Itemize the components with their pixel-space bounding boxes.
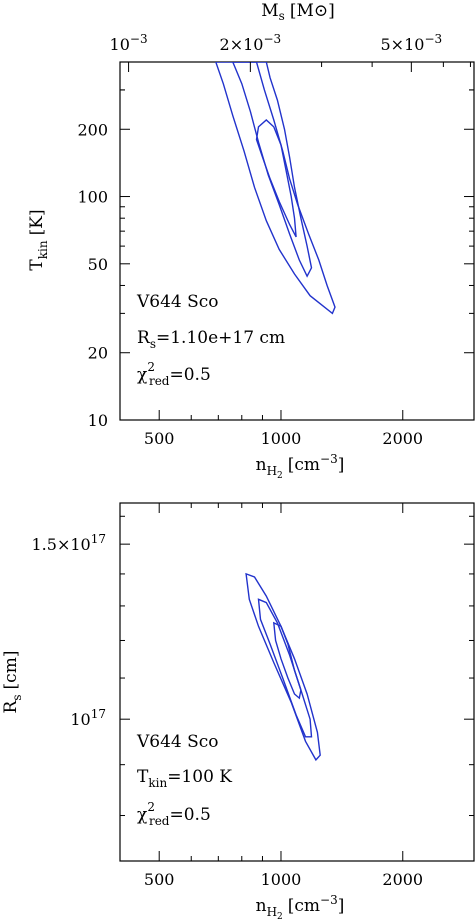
top-x-axis-title: nH2[cm−3] — [256, 452, 345, 481]
contour-outer — [215, 62, 336, 315]
bottom-y-axis-title: Rs[cm] — [1, 651, 24, 714]
bottom-contours — [245, 572, 321, 762]
y-tick-label: 1.5×1017 — [32, 532, 107, 554]
y-tick-label: 100 — [77, 188, 108, 207]
top-source-label: V644 Sco — [136, 292, 219, 312]
bottom-source-label: V644 Sco — [136, 732, 219, 752]
x-tick-label: 1000 — [261, 429, 302, 448]
contour-inner — [272, 621, 302, 700]
bottom-y-ticks: 1017 1.5×1017 — [32, 515, 474, 817]
top-y-axis-title: Tkin[K] — [27, 209, 50, 270]
top-contours — [215, 62, 336, 315]
x-tick-label: 500 — [144, 429, 175, 448]
contour-outer — [245, 572, 321, 762]
mass-tick-label: 5×10−3 — [381, 32, 443, 54]
bottom-x-axis-title: nH2[cm−3] — [256, 893, 345, 922]
top-param-label: Rs=1.10e+17 cm — [137, 328, 285, 351]
bottom-plot-frame — [119, 502, 475, 862]
bottom-x-ticks: 500 1000 2000 — [119, 503, 475, 889]
x-tick-label: 2000 — [382, 429, 423, 448]
top-chi-label: χ2 red=0.5 — [137, 360, 211, 388]
y-tick-label: 20 — [88, 344, 108, 363]
top-mass-ticks: 10−3 2×10−3 5×10−3 — [110, 32, 471, 72]
top-panel: 500 1000 2000 10 20 50 100 200 10−3 2×10−3 5×10−… — [27, 1, 475, 481]
top-y-ticks: 10 20 50 100 200 — [77, 61, 474, 430]
top-x-ticks: 500 1000 2000 — [119, 410, 475, 448]
top-mass-axis-title: Ms [M⊙] — [261, 1, 335, 23]
mass-tick-label: 10−3 — [110, 32, 148, 54]
x-tick-label: 1000 — [261, 870, 302, 889]
y-tick-label: 1017 — [70, 707, 106, 729]
y-tick-label: 200 — [77, 120, 108, 139]
y-tick-label: 50 — [88, 255, 108, 274]
y-tick-label: 10 — [88, 411, 108, 430]
contour-inner — [255, 119, 297, 238]
bottom-chi-label: χ2 red=0.5 — [137, 800, 211, 828]
x-tick-label: 500 — [144, 870, 175, 889]
contour-middle — [257, 598, 313, 738]
x-tick-label: 2000 — [382, 870, 423, 889]
contour-middle — [232, 62, 313, 278]
top-plot-frame — [119, 61, 475, 421]
bottom-panel: 500 1000 2000 1017 1.5×1017 nH2[cm−3] Rs[cm… — [1, 502, 475, 922]
bottom-param-label: Tkin=100 K — [137, 767, 232, 790]
mass-tick-label: 2×10−3 — [220, 32, 282, 54]
